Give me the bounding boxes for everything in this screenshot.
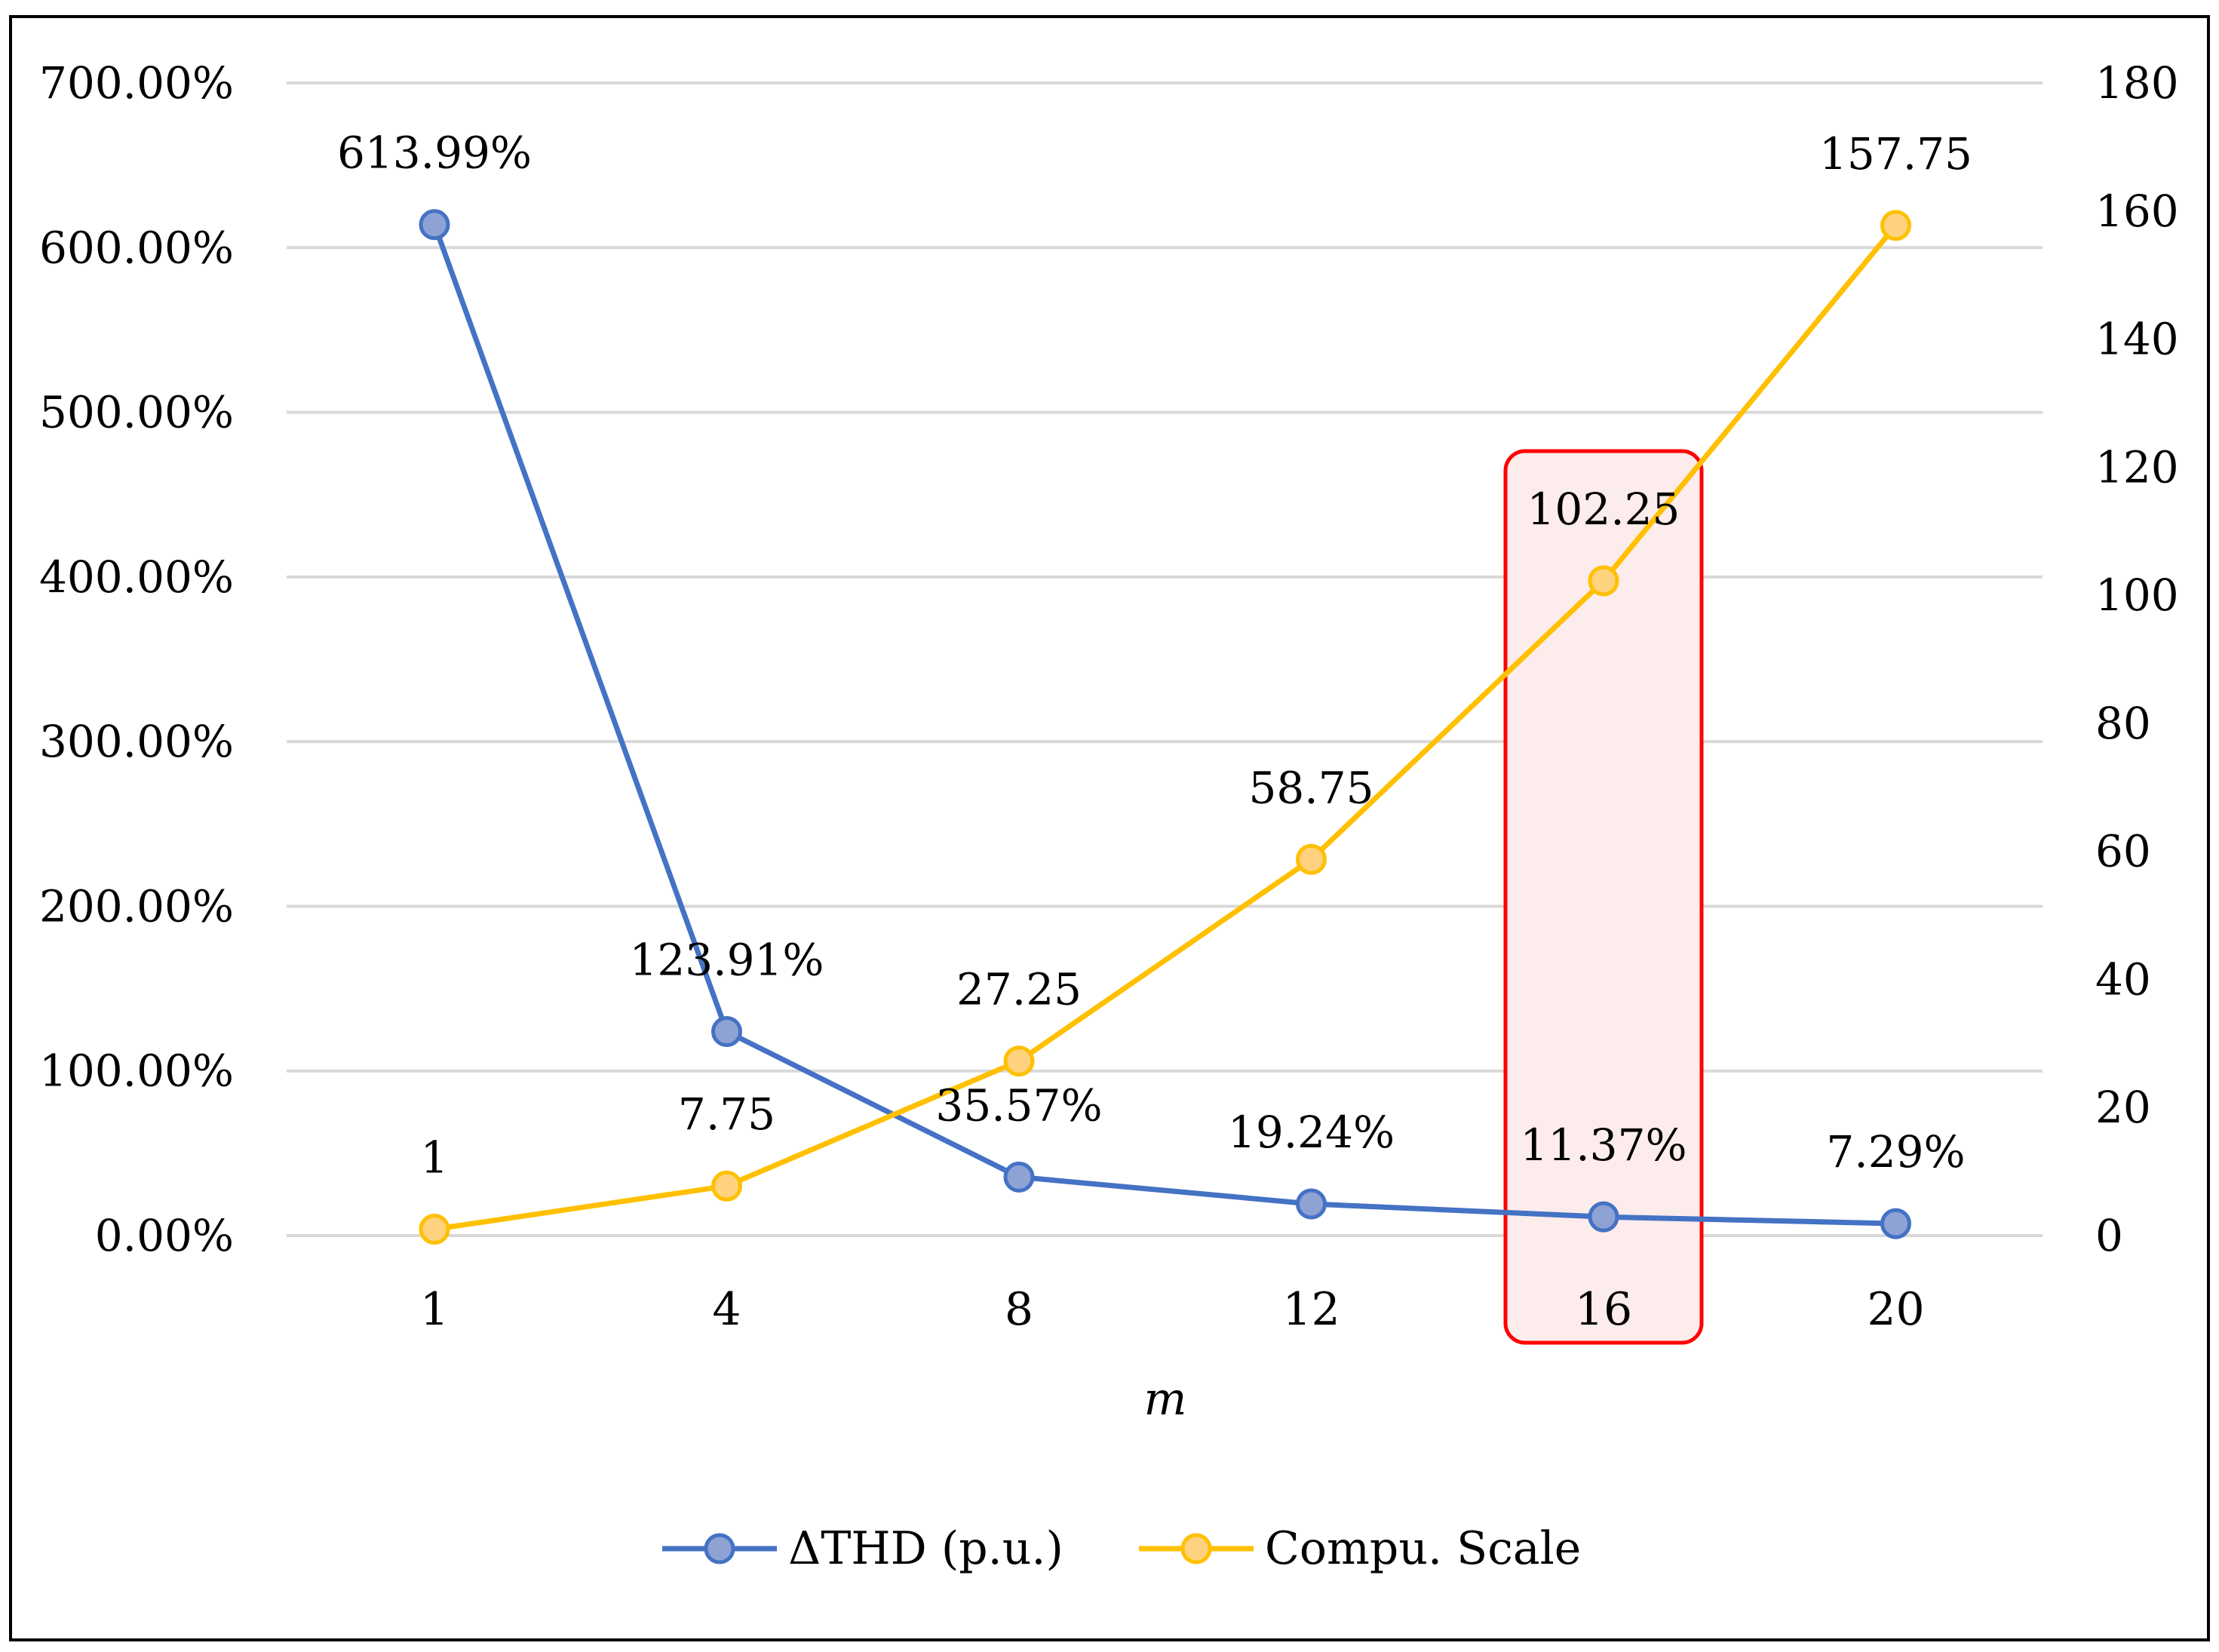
thd-series-line bbox=[431, 222, 1898, 1227]
right-y-tick-label: 120 bbox=[2095, 441, 2179, 493]
x-axis-title: m bbox=[1144, 1373, 1187, 1426]
x-tick-label: 16 bbox=[1575, 1283, 1632, 1336]
x-tick-label: 12 bbox=[1282, 1283, 1340, 1336]
left-y-tick-label: 300.00% bbox=[39, 716, 234, 767]
legend-scale-marker bbox=[1180, 1533, 1212, 1564]
left-y-tick-label: 200.00% bbox=[39, 880, 234, 932]
left-y-tick-label: 0.00% bbox=[95, 1210, 234, 1261]
right-y-tick-label: 20 bbox=[2095, 1082, 2151, 1133]
legend-thd-label: ΔTHD (p.u.) bbox=[788, 1522, 1063, 1575]
right-y-tick-label: 180 bbox=[2095, 57, 2179, 109]
gridlines bbox=[287, 81, 2043, 1237]
left-y-tick-label: 600.00% bbox=[39, 222, 234, 273]
right-y-tick-label: 160 bbox=[2095, 186, 2179, 237]
scale-point[interactable] bbox=[1296, 843, 1327, 875]
right-y-tick-label: 0 bbox=[2095, 1210, 2123, 1261]
scale-point[interactable] bbox=[419, 1214, 450, 1245]
thd-point[interactable] bbox=[1880, 1208, 1911, 1239]
x-axis: 1 4 8 12 16 20 bbox=[420, 1283, 1925, 1336]
left-y-tick-label: 700.00% bbox=[39, 57, 234, 109]
right-y-tick-label: 80 bbox=[2095, 698, 2151, 749]
chart-frame bbox=[9, 15, 2210, 1641]
thd-data-label: 35.57% bbox=[935, 1079, 1102, 1131]
scale-data-label: 1 bbox=[421, 1132, 449, 1184]
legend-scale-label: Compu. Scale bbox=[1265, 1522, 1581, 1575]
x-tick-label: 20 bbox=[1867, 1283, 1924, 1336]
thd-data-label: 613.99% bbox=[337, 127, 532, 179]
left-y-tick-label: 100.00% bbox=[39, 1046, 234, 1097]
scale-data-label: 157.75 bbox=[1819, 128, 1972, 180]
scale-point[interactable] bbox=[1003, 1046, 1035, 1077]
legend: ΔTHD (p.u.) Compu. Scale bbox=[662, 1522, 1581, 1575]
right-y-tick-label: 100 bbox=[2095, 570, 2179, 621]
thd-point[interactable] bbox=[419, 209, 450, 241]
thd-point[interactable] bbox=[1296, 1188, 1327, 1220]
scale-data-label: 7.75 bbox=[678, 1089, 775, 1140]
right-y-axis: 0 20 40 60 80 100 120 140 160 180 bbox=[2095, 57, 2179, 1261]
left-y-axis: 0.00% 100.00% 200.00% 300.00% 400.00% 500.00%… bbox=[39, 57, 234, 1261]
thd-data-label: 123.91% bbox=[629, 935, 824, 986]
scale-data-label: 102.25 bbox=[1527, 484, 1680, 535]
thd-point[interactable] bbox=[1588, 1201, 1619, 1233]
legend-item-thd[interactable]: ΔTHD (p.u.) bbox=[662, 1522, 1063, 1575]
scale-point[interactable] bbox=[1880, 210, 1911, 241]
thd-data-label: 7.29% bbox=[1826, 1126, 1965, 1178]
scale-series-line bbox=[431, 223, 1898, 1233]
thd-data-label: 19.24% bbox=[1228, 1107, 1395, 1158]
scale-point[interactable] bbox=[1588, 565, 1619, 597]
highlight-box bbox=[1503, 449, 1704, 1345]
thd-point[interactable] bbox=[711, 1016, 742, 1048]
left-y-tick-label: 500.00% bbox=[39, 387, 234, 438]
x-tick-label: 1 bbox=[420, 1283, 449, 1336]
scale-point[interactable] bbox=[711, 1170, 742, 1202]
right-y-tick-label: 140 bbox=[2095, 314, 2179, 365]
scale-data-label: 27.25 bbox=[956, 964, 1082, 1015]
scale-data-label: 58.75 bbox=[1248, 762, 1373, 813]
thd-point[interactable] bbox=[1003, 1161, 1035, 1193]
right-y-tick-label: 40 bbox=[2095, 953, 2151, 1005]
legend-thd-marker bbox=[704, 1533, 735, 1564]
x-tick-label: 8 bbox=[1005, 1283, 1033, 1336]
left-y-tick-label: 400.00% bbox=[39, 551, 234, 603]
thd-data-label: 11.37% bbox=[1520, 1119, 1687, 1171]
legend-item-scale[interactable]: Compu. Scale bbox=[1139, 1522, 1581, 1575]
right-y-tick-label: 60 bbox=[2095, 826, 2151, 877]
x-tick-label: 4 bbox=[712, 1283, 741, 1336]
series-layer: 613.99% 123.91% 35.57% 19.24% 11.37% 7.29% 1 7.… bbox=[337, 127, 1972, 1245]
